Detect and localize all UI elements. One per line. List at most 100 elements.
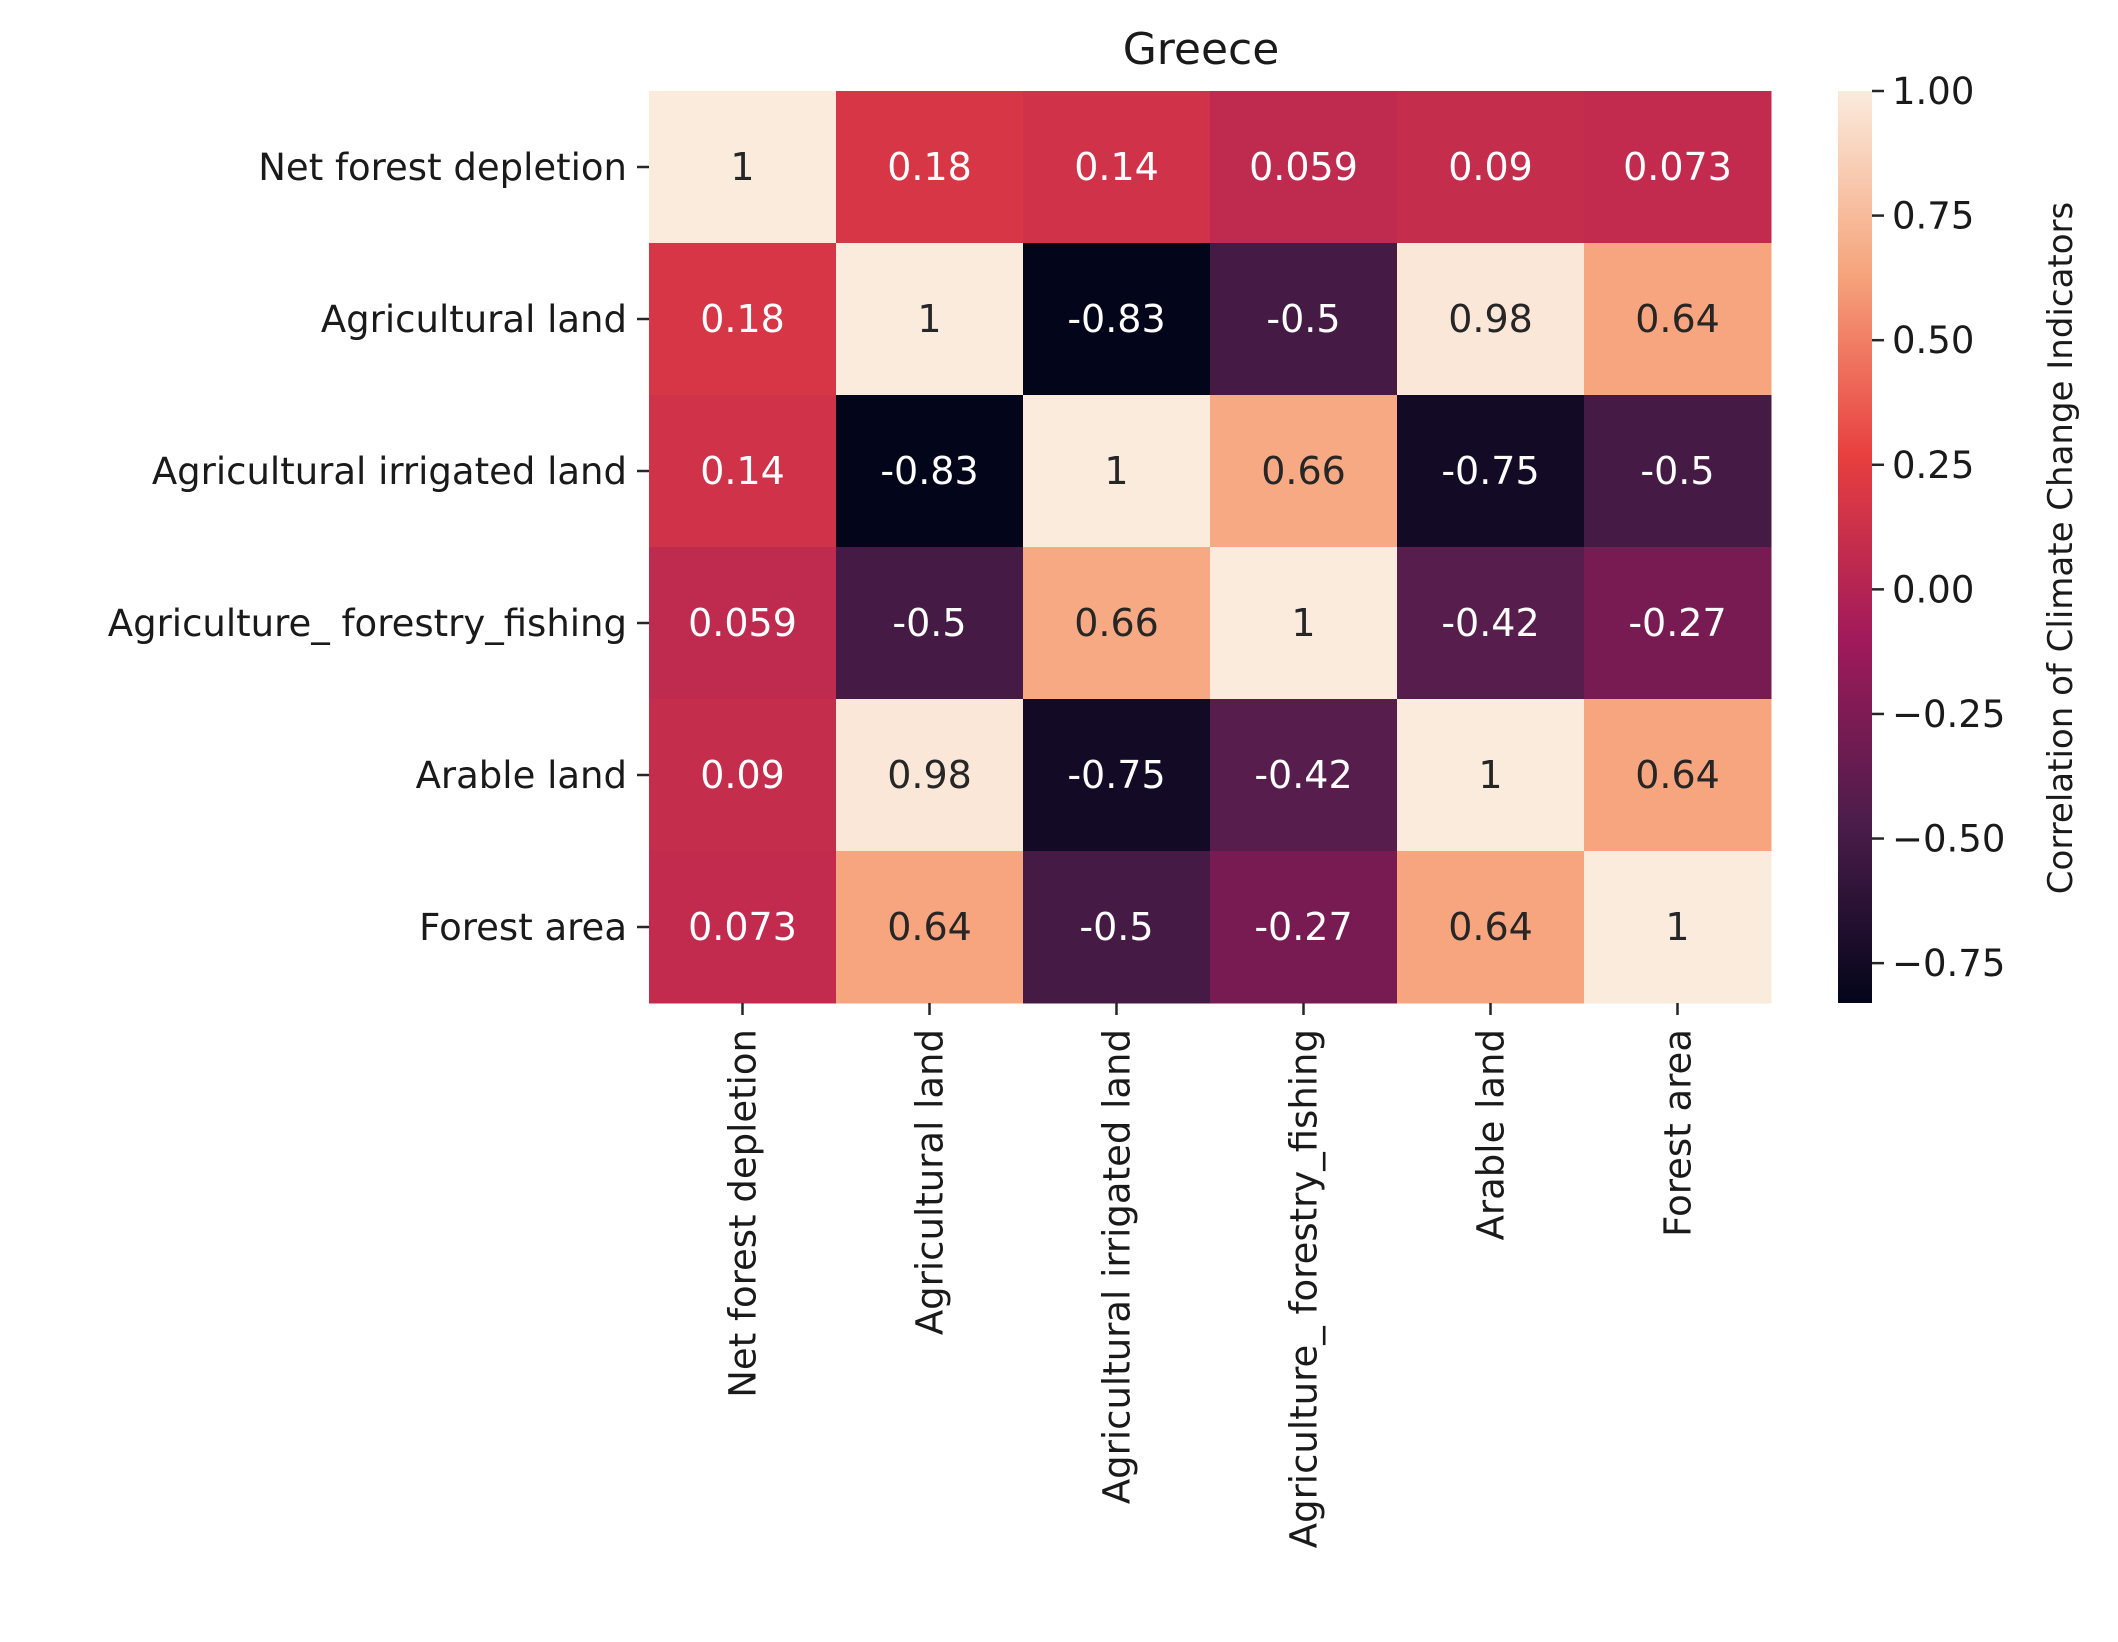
y-tick-label: Net forest depletion <box>258 146 627 189</box>
heatmap-cell <box>836 395 1024 548</box>
heatmap-cell <box>836 243 1024 396</box>
heatmap-cell <box>1023 699 1211 852</box>
y-tick-label: Arable land <box>416 754 627 797</box>
heatmap-cell <box>1584 395 1772 548</box>
cell-annotation: -0.42 <box>1441 601 1539 645</box>
cell-annotation: 0.64 <box>1448 905 1533 949</box>
heatmap-cell <box>1584 699 1772 852</box>
y-tick-label: Agricultural land <box>321 298 627 341</box>
colorbar-tick-label: 0.75 <box>1892 195 1974 238</box>
y-tick-label: Forest area <box>419 906 627 949</box>
cell-annotation: 0.14 <box>1074 145 1159 189</box>
cell-annotation: 0.64 <box>887 905 972 949</box>
colorbar-tick-label: −0.50 <box>1892 818 2005 861</box>
colorbar-gradient <box>1838 91 1872 1003</box>
chart-title: Greece <box>1123 24 1280 75</box>
heatmap-cell <box>1397 395 1585 548</box>
heatmap-cell <box>1397 851 1585 1004</box>
cell-annotation: -0.5 <box>892 601 966 645</box>
cell-annotation: 0.073 <box>688 905 797 949</box>
x-tick-label: Arable land <box>1470 1029 1513 1240</box>
y-axis: Net forest depletion Agricultural land Agr… <box>108 146 649 949</box>
heatmap-cell <box>1584 91 1772 244</box>
heatmap-cell <box>1210 395 1398 548</box>
cell-annotation: 0.09 <box>700 753 785 797</box>
colorbar-tick-label: −0.25 <box>1892 693 2005 736</box>
heatmap-cell <box>1584 243 1772 396</box>
heatmap-cell <box>649 851 837 1004</box>
x-axis: Net forest depletion Agricultural land Agr… <box>722 1003 1700 1548</box>
heatmap-cells <box>649 91 1772 1004</box>
heatmap-cell <box>836 699 1024 852</box>
cell-annotations: 1 0.18 0.14 0.059 0.09 0.073 0.18 1 -0.83 -0.5 0.9… <box>688 145 1732 949</box>
colorbar-tick-label: 1.00 <box>1892 70 1974 113</box>
cell-annotation: 0.059 <box>1249 145 1358 189</box>
cell-annotation: -0.27 <box>1628 601 1726 645</box>
cell-annotation: 0.059 <box>688 601 797 645</box>
heatmap-cell <box>1397 243 1585 396</box>
x-tick-label: Net forest depletion <box>722 1029 765 1398</box>
y-tick-label: Agricultural irrigated land <box>152 450 627 493</box>
heatmap-cell <box>836 851 1024 1004</box>
x-tick-label: Forest area <box>1657 1029 1700 1237</box>
cell-annotation: 0.18 <box>887 145 972 189</box>
cell-annotation: -0.75 <box>1067 753 1165 797</box>
heatmap-cell <box>1023 395 1211 548</box>
heatmap-cell <box>1210 699 1398 852</box>
heatmap-cell <box>1210 243 1398 396</box>
cell-annotation: 0.98 <box>887 753 972 797</box>
cell-annotation: 0.09 <box>1448 145 1533 189</box>
heatmap-cell <box>1210 547 1398 700</box>
cell-annotation: 0.64 <box>1635 297 1720 341</box>
cell-annotation: -0.42 <box>1254 753 1352 797</box>
heatmap-cell <box>1023 91 1211 244</box>
colorbar-tick-label: −0.75 <box>1892 942 2005 985</box>
heatmap-cell <box>649 395 837 548</box>
y-tick-label: Agriculture_ forestry_fishing <box>108 602 627 645</box>
cell-annotation: 0.66 <box>1074 601 1159 645</box>
x-tick-label: Agriculture_ forestry_fishing <box>1283 1029 1326 1548</box>
cell-annotation: 1 <box>1104 449 1128 493</box>
cell-annotation: 0.18 <box>700 297 785 341</box>
heatmap-cell <box>836 91 1024 244</box>
heatmap-cell <box>649 91 837 244</box>
cell-annotation: -0.5 <box>1640 449 1714 493</box>
cell-annotation: 1 <box>1665 905 1689 949</box>
colorbar-tick-label: 0.50 <box>1892 319 1974 362</box>
heatmap-cell <box>649 243 837 396</box>
cell-annotation: -0.5 <box>1079 905 1153 949</box>
heatmap-cell <box>649 547 837 700</box>
cell-annotation: 0.073 <box>1623 145 1732 189</box>
cell-annotation: 0.14 <box>700 449 785 493</box>
x-tick-label: Agricultural land <box>909 1029 952 1335</box>
cell-annotation: 1 <box>917 297 941 341</box>
cell-annotation: 0.64 <box>1635 753 1720 797</box>
cell-annotation: 1 <box>1291 601 1315 645</box>
cell-annotation: -0.83 <box>880 449 978 493</box>
heatmap-cell <box>1397 699 1585 852</box>
heatmap-cell <box>1023 243 1211 396</box>
colorbar-label: Correlation of Climate Change Indicators <box>2041 202 2081 894</box>
heatmap-cell <box>836 547 1024 700</box>
cell-annotation: 1 <box>1478 753 1502 797</box>
x-tick-label: Agricultural irrigated land <box>1096 1029 1139 1504</box>
colorbar-tick-label: 0.25 <box>1892 444 1974 487</box>
heatmap-cell <box>1023 851 1211 1004</box>
heatmap-cell <box>1210 91 1398 244</box>
heatmap-cell <box>649 699 837 852</box>
cell-annotation: -0.27 <box>1254 905 1352 949</box>
cell-annotation: 1 <box>730 145 754 189</box>
cell-annotation: 0.66 <box>1261 449 1346 493</box>
heatmap-cell <box>1397 547 1585 700</box>
heatmap-cell <box>1584 547 1772 700</box>
cell-annotation: -0.75 <box>1441 449 1539 493</box>
cell-annotation: -0.5 <box>1266 297 1340 341</box>
heatmap-cell <box>1397 91 1585 244</box>
colorbar-tick-label: 0.00 <box>1892 568 1974 611</box>
heatmap-cell <box>1584 851 1772 1004</box>
colorbar: 1.00 0.75 0.50 0.25 0.00 −0.25 −0.50 −0.75 <box>1838 70 2005 1003</box>
cell-annotation: -0.83 <box>1067 297 1165 341</box>
heatmap-cell <box>1210 851 1398 1004</box>
heatmap-cell <box>1023 547 1211 700</box>
